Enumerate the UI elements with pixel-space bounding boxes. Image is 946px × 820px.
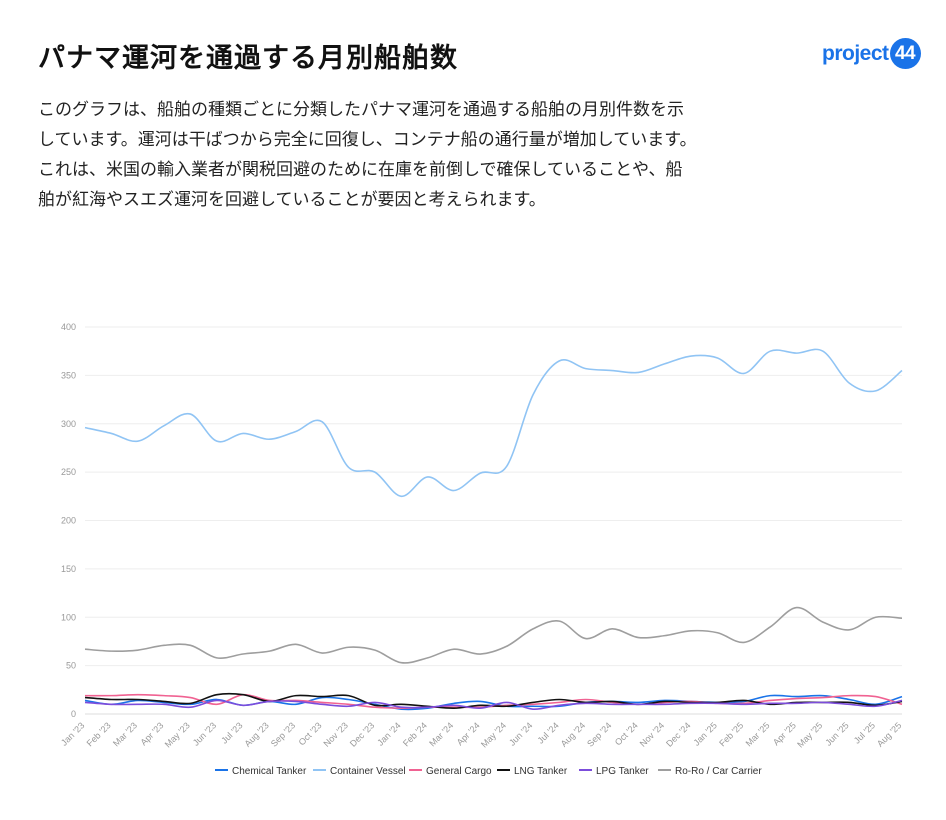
legend-label: LPG Tanker [596, 766, 649, 777]
x-tick-label: May '24 [479, 720, 508, 749]
x-tick-label: Sep '23 [269, 720, 297, 748]
x-tick-label: Dec '23 [348, 720, 376, 748]
page-title: パナマ運河を通過する月別船舶数 [38, 43, 458, 74]
y-tick-label: 50 [66, 661, 76, 671]
x-tick-label: May '25 [795, 720, 824, 749]
legend-label: Container Vessel [330, 766, 406, 777]
x-tick-label: Oct '24 [613, 720, 640, 747]
x-tick-label: Aug '25 [875, 720, 903, 748]
y-tick-label: 200 [61, 516, 76, 526]
description-line: しています。運河は干ばつから完全に回復し、コンテナ船の通行量が増加しています。 [38, 130, 697, 150]
legend-label: General Cargo [426, 766, 492, 777]
x-tick-label: Mar '24 [427, 720, 455, 748]
x-tick-label: Oct '23 [297, 720, 324, 747]
x-tick-label: May '23 [163, 720, 192, 749]
x-tick-label: Apr '23 [138, 720, 165, 747]
x-tick-label: Aug '23 [242, 720, 270, 748]
x-tick-label: Jul '23 [219, 720, 244, 745]
logo-badge: 44 [889, 38, 921, 69]
x-tick-label: Jun '24 [507, 720, 534, 747]
x-tick-label: Jun '25 [823, 720, 850, 747]
description-line: このグラフは、船舶の種類ごとに分類したパナマ運河を通過する船舶の月別件数を示 [38, 100, 684, 120]
y-tick-label: 400 [61, 322, 76, 332]
y-tick-label: 250 [61, 467, 76, 477]
x-tick-label: Apr '25 [771, 720, 798, 747]
legend-label: Ro-Ro / Car Carrier [675, 766, 762, 777]
series-line-ro-ro-car-carrier [84, 606, 903, 664]
x-tick-label: Mar '23 [111, 720, 139, 748]
x-tick-label: Aug '24 [559, 720, 587, 748]
x-tick-label: Feb '24 [401, 720, 429, 748]
x-tick-label: Apr '24 [455, 720, 482, 747]
x-tick-label: Jun '23 [191, 720, 218, 747]
y-tick-label: 0 [71, 709, 76, 719]
description-line: 舶が紅海やスエズ運河を回避していることが要因と考えられます。 [38, 190, 546, 210]
x-tick-label: Sep '24 [585, 720, 613, 748]
y-tick-label: 350 [61, 370, 76, 380]
y-tick-label: 300 [61, 419, 76, 429]
x-tick-label: Jan '25 [692, 720, 719, 747]
description: このグラフは、船舶の種類ごとに分類したパナマ運河を通過する船舶の月別件数を示 し… [38, 95, 778, 215]
y-tick-label: 100 [61, 612, 76, 622]
logo-text: project [822, 41, 889, 65]
x-tick-label: Dec '24 [664, 720, 692, 748]
x-tick-label: Jul '24 [536, 720, 561, 745]
x-tick-label: Jan '24 [375, 720, 402, 747]
x-tick-label: Nov '24 [638, 720, 666, 748]
series-line-container-vessel [84, 348, 903, 498]
series-line-chemical-tanker [84, 694, 903, 711]
x-tick-label: Feb '23 [85, 720, 113, 748]
x-tick-label: Mar '25 [744, 720, 772, 748]
x-tick-label: Jul '25 [852, 720, 877, 745]
series-line-lpg-tanker [84, 699, 903, 710]
x-tick-label: Jan '23 [59, 720, 86, 747]
project44-logo: project 44 [822, 38, 921, 69]
x-tick-label: Nov '23 [322, 720, 350, 748]
y-tick-label: 150 [61, 564, 76, 574]
legend-label: LNG Tanker [514, 766, 568, 777]
legend-label: Chemical Tanker [232, 766, 307, 777]
description-line: これは、米国の輸入業者が関税回避のために在庫を前倒しで確保していることや、船 [38, 160, 683, 180]
x-tick-label: Feb '25 [717, 720, 745, 748]
